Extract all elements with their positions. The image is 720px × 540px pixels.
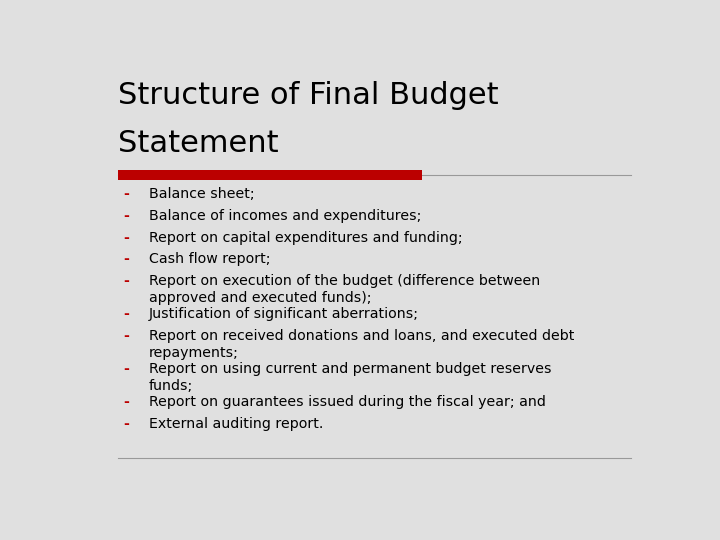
Text: Justification of significant aberrations;: Justification of significant aberrations… <box>148 307 418 321</box>
Text: Report on guarantees issued during the fiscal year; and: Report on guarantees issued during the f… <box>148 395 546 409</box>
Text: Report on received donations and loans, and executed debt
repayments;: Report on received donations and loans, … <box>148 329 574 360</box>
Text: Report on execution of the budget (difference between
approved and executed fund: Report on execution of the budget (diffe… <box>148 274 540 305</box>
Text: -: - <box>123 417 129 431</box>
Text: Structure of Final Budget: Structure of Final Budget <box>118 82 498 111</box>
Bar <box>118 171 422 180</box>
Text: -: - <box>123 187 129 201</box>
Text: -: - <box>123 231 129 245</box>
Text: Cash flow report;: Cash flow report; <box>148 252 270 266</box>
Text: Report on capital expenditures and funding;: Report on capital expenditures and fundi… <box>148 231 462 245</box>
Text: Balance of incomes and expenditures;: Balance of incomes and expenditures; <box>148 209 421 223</box>
Text: -: - <box>123 252 129 266</box>
Text: Report on using current and permanent budget reserves
funds;: Report on using current and permanent bu… <box>148 362 551 393</box>
Text: -: - <box>123 307 129 321</box>
Text: -: - <box>123 362 129 376</box>
Text: Balance sheet;: Balance sheet; <box>148 187 254 201</box>
Text: -: - <box>123 209 129 223</box>
Text: -: - <box>123 395 129 409</box>
Text: Statement: Statement <box>118 129 279 158</box>
Text: External auditing report.: External auditing report. <box>148 417 323 431</box>
Text: -: - <box>123 329 129 343</box>
Text: -: - <box>123 274 129 288</box>
